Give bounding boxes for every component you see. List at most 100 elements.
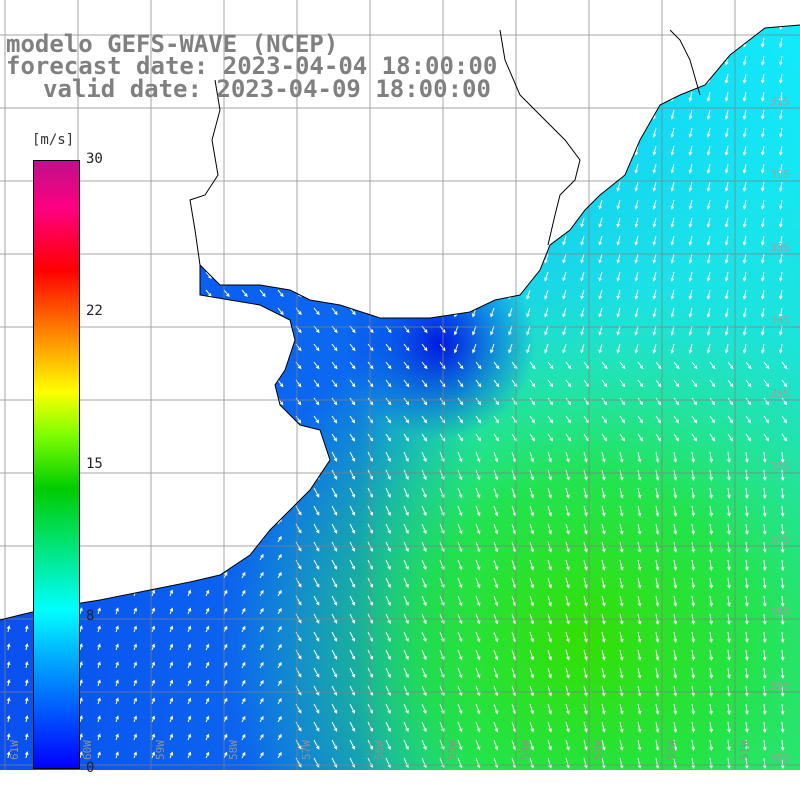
wind-arrow (583, 739, 588, 751)
wind-arrow (634, 127, 639, 138)
wind-arrow (349, 163, 357, 171)
wind-arrow (115, 715, 119, 723)
wind-arrow (580, 37, 585, 48)
wind-arrow (25, 181, 33, 189)
wind-arrow (421, 415, 428, 424)
wind-arrow (151, 217, 158, 225)
wind-arrow (205, 343, 212, 352)
wind-arrow (709, 415, 716, 424)
wind-arrow (313, 109, 321, 117)
wind-arrow (277, 643, 282, 651)
wind-arrow (598, 199, 603, 210)
wind-arrow (724, 271, 729, 282)
wind-arrow (79, 607, 83, 615)
wind-arrow (780, 631, 785, 644)
wind-arrow (547, 541, 552, 553)
wind-arrow (580, 145, 585, 156)
wind-arrow (79, 181, 87, 189)
wind-arrow (115, 445, 119, 453)
wind-arrow (187, 751, 192, 759)
wind-arrow (709, 649, 713, 661)
wind-arrow (544, 55, 549, 66)
wind-arrow (619, 397, 626, 406)
wind-arrow (6, 571, 11, 579)
wind-arrow (313, 361, 320, 370)
wind-arrow (115, 361, 122, 370)
wind-arrow (241, 415, 248, 424)
wind-arrow (349, 487, 356, 498)
wind-arrow (562, 307, 567, 318)
wind-arrow (151, 235, 159, 243)
wind-arrow (762, 505, 767, 517)
wind-arrow (493, 487, 499, 499)
wind-arrow (259, 643, 264, 651)
wind-arrow (43, 109, 51, 117)
wind-arrow (544, 163, 549, 174)
wind-arrow (655, 685, 660, 697)
wind-arrow (313, 397, 320, 406)
wind-arrow (453, 199, 459, 210)
wind-arrow (508, 145, 513, 156)
wind-arrow (349, 523, 356, 534)
wind-arrow (151, 445, 156, 453)
wind-arrow (562, 217, 567, 228)
wind-arrow (529, 505, 535, 517)
wind-arrow (493, 685, 499, 697)
wind-arrow (259, 235, 267, 243)
wind-arrow (616, 145, 621, 156)
wind-arrow (745, 757, 749, 769)
wind-arrow (169, 307, 176, 316)
wind-arrow (223, 25, 231, 26)
wind-arrow (223, 163, 231, 171)
wind-arrow (223, 145, 231, 153)
wind-arrow (24, 733, 29, 741)
wind-arrow (133, 679, 137, 687)
wind-arrow (97, 571, 101, 579)
wind-arrow (187, 217, 194, 225)
wind-arrow (151, 733, 156, 741)
wind-arrow (727, 739, 731, 751)
wind-arrow (6, 589, 11, 597)
wind-arrow (763, 379, 770, 388)
wind-arrow (655, 703, 660, 715)
wind-arrow (727, 721, 731, 733)
wind-arrow (349, 379, 356, 388)
wind-arrow (331, 487, 338, 498)
wind-arrow (762, 541, 767, 553)
wind-arrow (79, 661, 83, 669)
lon-label: 59W (154, 740, 167, 760)
colorbar-tick-8: 8 (86, 608, 95, 624)
wind-arrow (762, 523, 767, 535)
lon-label: 61W (8, 740, 21, 760)
wind-arrow (652, 55, 657, 66)
wind-arrow (403, 667, 409, 679)
wind-arrow (490, 109, 495, 120)
wind-arrow (421, 703, 427, 715)
wind-arrow (508, 307, 513, 318)
wind-arrow (475, 685, 481, 697)
wind-arrow (169, 715, 174, 723)
wind-arrow (547, 703, 552, 715)
wind-arrow (313, 613, 320, 624)
wind-arrow (619, 361, 626, 370)
wind-arrow (652, 163, 657, 174)
wind-arrow (277, 679, 282, 687)
wind-arrow (367, 271, 374, 279)
wind-arrow (97, 235, 105, 243)
wind-arrow (691, 703, 696, 715)
wind-arrow (277, 463, 282, 471)
wind-arrow (634, 91, 639, 102)
wind-arrow (616, 343, 621, 354)
wind-arrow (277, 625, 282, 633)
wind-arrow (115, 499, 119, 507)
wind-arrow (637, 523, 642, 535)
wind-arrow (24, 715, 29, 723)
wind-arrow (493, 703, 499, 715)
wind-arrow (187, 415, 194, 424)
wind-arrow (634, 343, 639, 354)
wind-arrow (742, 271, 747, 282)
wind-arrow (529, 379, 536, 388)
wind-arrow (133, 499, 137, 507)
wind-arrow (151, 109, 159, 117)
wind-arrow (421, 199, 429, 207)
